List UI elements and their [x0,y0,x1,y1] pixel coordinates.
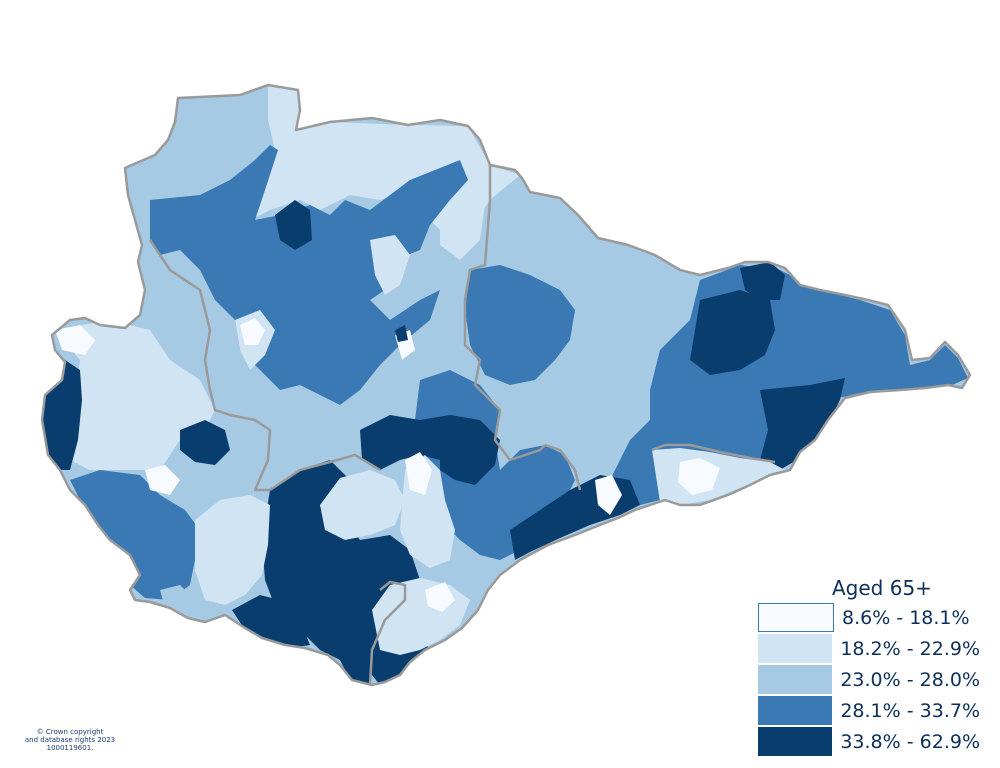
legend-label: 23.0% - 28.0% [840,668,980,691]
legend-rows: 8.6% - 18.1% 18.2% - 22.9% 23.0% - 28.0% 28… [758,602,980,757]
legend: Aged 65+ 8.6% - 18.1% 18.2% - 22.9% 23.0% … [758,574,980,757]
map-regions [42,85,968,685]
region-west-light [55,320,215,470]
region-patch-mid-a [575,230,610,290]
region-central-medium [150,145,468,405]
region-rye-dark-2 [740,262,785,300]
legend-label: 28.1% - 33.7% [840,699,980,722]
boundary-wealden-rother [463,165,546,462]
legend-label: 8.6% - 18.1% [842,606,970,629]
region-lewes-light [320,470,405,540]
boundary-hastings [651,443,776,464]
copyright-line-2: and database rights 2023 [24,736,116,744]
copyright-line-1: © Crown copyright [36,728,104,736]
copyright-notice: © Crown copyright and database rights 20… [20,728,120,752]
region-patch-light-d [405,452,432,495]
region-south-coast-dark [232,595,310,648]
boundary-lewes-wealden [269,453,381,492]
region-central-light [370,235,410,295]
region-hastings-dark [760,378,845,470]
region-patch-light-h [55,325,95,355]
legend-item: 33.8% - 62.9% [758,726,980,757]
region-north-east-light [440,190,485,260]
legend-title: Aged 65+ [832,576,932,600]
legend-swatch [758,727,833,756]
legend-item: 8.6% - 18.1% [758,602,980,633]
legend-swatch [758,696,833,725]
region-patch-light-b [678,458,720,495]
legend-label: 33.8% - 62.9% [840,730,980,753]
region-west-south-medium [70,470,200,600]
region-patch-light-a [240,318,265,345]
district-boundaries [148,165,776,686]
region-dark-north [275,200,312,250]
legend-item: 18.2% - 22.9% [758,633,980,664]
region-east-center-medium [465,265,575,385]
region-dark-crowborough [180,420,230,465]
region-patch-light-e [145,465,180,495]
region-rye-dark [690,290,775,375]
legend-swatch [758,603,834,632]
region-patch-dark-b [395,325,408,342]
boundary-eastbourne [368,580,407,686]
legend-swatch [758,665,833,694]
legend-item: 23.0% - 28.0% [758,664,980,695]
boundary-wealden-west [148,239,272,492]
legend-swatch [758,634,833,663]
region-patch-dark-a [440,448,470,480]
region-patch-light-c [595,475,622,515]
legend-label: 18.2% - 22.9% [840,637,980,660]
region-patch-light-f [425,582,455,612]
legend-item: 28.1% - 33.7% [758,695,980,726]
region-patch-mid-b [160,585,195,612]
boundary-rother-south [544,443,582,491]
region-brighton-light [195,495,270,605]
copyright-line-3: 1000119601. [46,744,94,752]
